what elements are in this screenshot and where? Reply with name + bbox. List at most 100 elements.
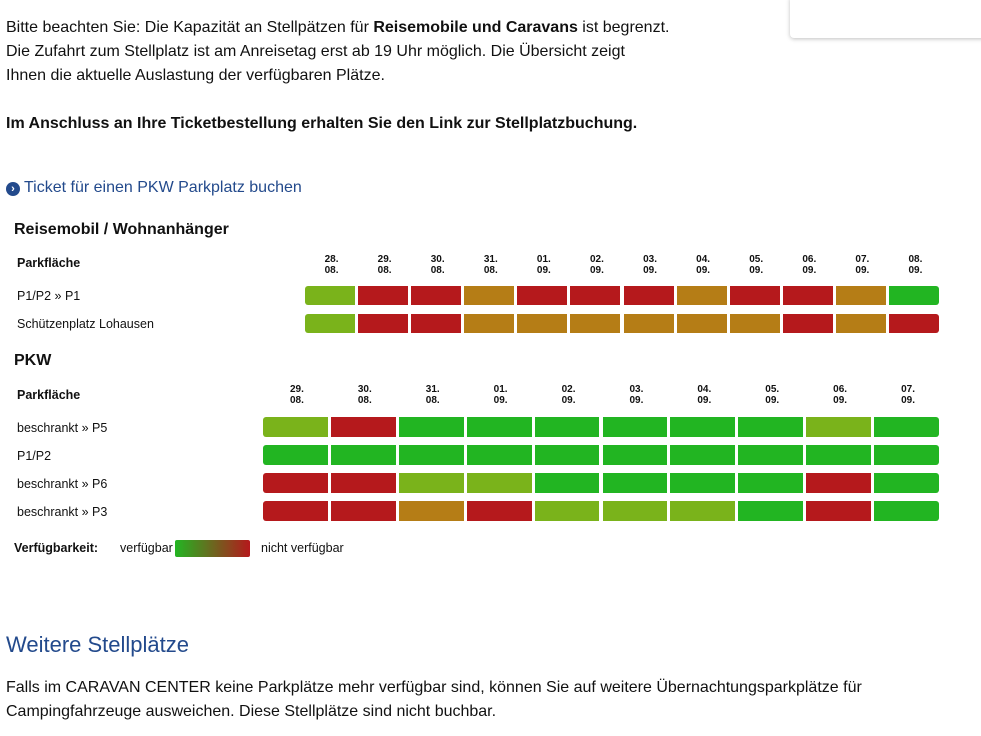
row-label: beschrankt » P6 [17, 477, 108, 491]
date-header: 04. 09. [670, 384, 738, 406]
date-day: 02. [561, 384, 576, 395]
date-day: 07. [855, 254, 870, 265]
date-month: 08. [425, 395, 440, 406]
date-header: 07. 09. [836, 254, 889, 276]
status-cell [806, 445, 872, 465]
section-text: Falls im CARAVAN CENTER keine Parkplätze… [6, 676, 862, 724]
ticket-link[interactable]: Ticket für einen PKW Parkplatz buchen [24, 179, 302, 196]
date-day: 01. [493, 384, 508, 395]
section-title: Weitere Stellplätze [6, 632, 190, 657]
status-cell [358, 286, 409, 305]
date-day: 05. [765, 384, 780, 395]
date-month: 09. [908, 265, 923, 276]
date-header: 07. 09. [874, 384, 942, 406]
status-cell [464, 314, 515, 333]
legend-gradient [175, 540, 250, 557]
legend-label: Verfügbarkeit: [14, 541, 99, 555]
status-cell [623, 286, 674, 305]
row-label: beschrankt » P3 [17, 505, 108, 519]
date-month: 08. [324, 265, 339, 276]
status-cell [874, 473, 939, 493]
status-cell [729, 286, 780, 305]
date-header: 02. 09. [535, 384, 603, 406]
date-day: 01. [536, 254, 551, 265]
date-day: 30. [430, 254, 445, 265]
date-month: 09. [589, 265, 604, 276]
status-cell [398, 501, 464, 521]
status-cell [602, 417, 668, 437]
status-cell [835, 314, 886, 333]
status-cell [263, 417, 328, 437]
date-header: 30. 08. [411, 254, 464, 276]
status-cell [782, 314, 833, 333]
date-header: 28. 08. [305, 254, 358, 276]
status-cell [670, 501, 736, 521]
date-day: 02. [589, 254, 604, 265]
date-day: 03. [629, 384, 644, 395]
date-header: 01. 09. [517, 254, 570, 276]
date-month: 09. [643, 265, 657, 276]
date-day: 30. [357, 384, 372, 395]
date-day: 07. [901, 384, 915, 395]
date-month: 08. [357, 395, 372, 406]
date-month: 08. [289, 395, 304, 406]
date-header: 05. 09. [738, 384, 806, 406]
status-cell [466, 501, 532, 521]
date-month: 08. [483, 265, 498, 276]
status-cell [670, 445, 736, 465]
status-cell [330, 445, 396, 465]
status-cell [466, 445, 532, 465]
status-cell [330, 501, 396, 521]
status-cell [305, 314, 356, 333]
status-cell [466, 473, 532, 493]
status-cell [570, 286, 621, 305]
status-cell [874, 417, 939, 437]
date-header: 06. 09. [806, 384, 874, 406]
status-cell [874, 501, 939, 521]
date-month: 09. [765, 395, 780, 406]
date-header: 01. 09. [467, 384, 535, 406]
date-header: 08. 09. [889, 254, 942, 276]
date-header: 29. 08. [358, 254, 411, 276]
status-cell [806, 501, 872, 521]
date-day: 31. [425, 384, 440, 395]
date-month: 09. [493, 395, 508, 406]
date-month: 09. [833, 395, 848, 406]
status-cell [806, 473, 872, 493]
status-cell [358, 314, 409, 333]
status-cell [411, 314, 462, 333]
link-icon: › [6, 182, 20, 196]
status-cell [888, 286, 939, 305]
link-row[interactable]: › Ticket für einen PKW Parkplatz buchen [6, 176, 302, 200]
date-day: 06. [833, 384, 848, 395]
status-cell [570, 314, 621, 333]
date-month: 09. [696, 265, 711, 276]
date-day: 29. [377, 254, 392, 265]
status-cell [670, 473, 736, 493]
status-cell [738, 445, 804, 465]
table-title: Reisemobil / Wohnanhänger [14, 221, 229, 238]
date-header: 03. 09. [624, 254, 677, 276]
status-cell [670, 417, 736, 437]
floating-box [790, 0, 981, 38]
date-day: 05. [749, 254, 764, 265]
status-cell [398, 445, 464, 465]
legend-available: verfügbar [120, 541, 173, 555]
date-day: 29. [289, 384, 304, 395]
date-month: 09. [561, 395, 576, 406]
date-header: 03. 09. [603, 384, 671, 406]
date-header: 06. 09. [783, 254, 836, 276]
column-header: Parkfläche [17, 388, 81, 402]
status-cell [411, 286, 462, 305]
intro-text: Ihnen die aktuelle Auslastung der verfüg… [6, 67, 385, 84]
status-cell [534, 501, 600, 521]
date-month: 08. [377, 265, 392, 276]
status-cell [729, 314, 780, 333]
status-cell [466, 417, 532, 437]
date-month: 08. [430, 265, 445, 276]
status-cell [676, 314, 727, 333]
date-header: 31. 08. [464, 254, 517, 276]
status-cell [330, 417, 396, 437]
date-day: 08. [908, 254, 923, 265]
status-cell [874, 445, 939, 465]
